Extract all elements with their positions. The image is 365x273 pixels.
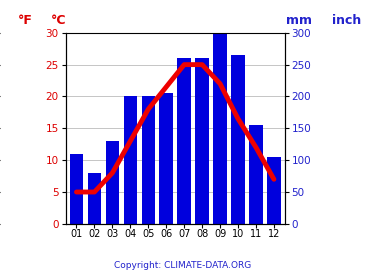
Bar xyxy=(124,96,137,224)
Text: Copyright: CLIMATE-DATA.ORG: Copyright: CLIMATE-DATA.ORG xyxy=(114,261,251,270)
Bar xyxy=(249,125,263,224)
Bar xyxy=(267,157,281,224)
Text: inch: inch xyxy=(332,14,361,27)
Bar xyxy=(105,141,119,224)
Bar xyxy=(142,96,155,224)
Bar xyxy=(88,173,101,224)
Bar xyxy=(214,33,227,224)
Bar xyxy=(195,58,209,224)
Text: mm: mm xyxy=(286,14,312,27)
Text: °C: °C xyxy=(51,14,66,27)
Bar xyxy=(70,154,83,224)
Bar xyxy=(177,58,191,224)
Text: °F: °F xyxy=(18,14,32,27)
Bar xyxy=(160,93,173,224)
Bar xyxy=(231,55,245,224)
